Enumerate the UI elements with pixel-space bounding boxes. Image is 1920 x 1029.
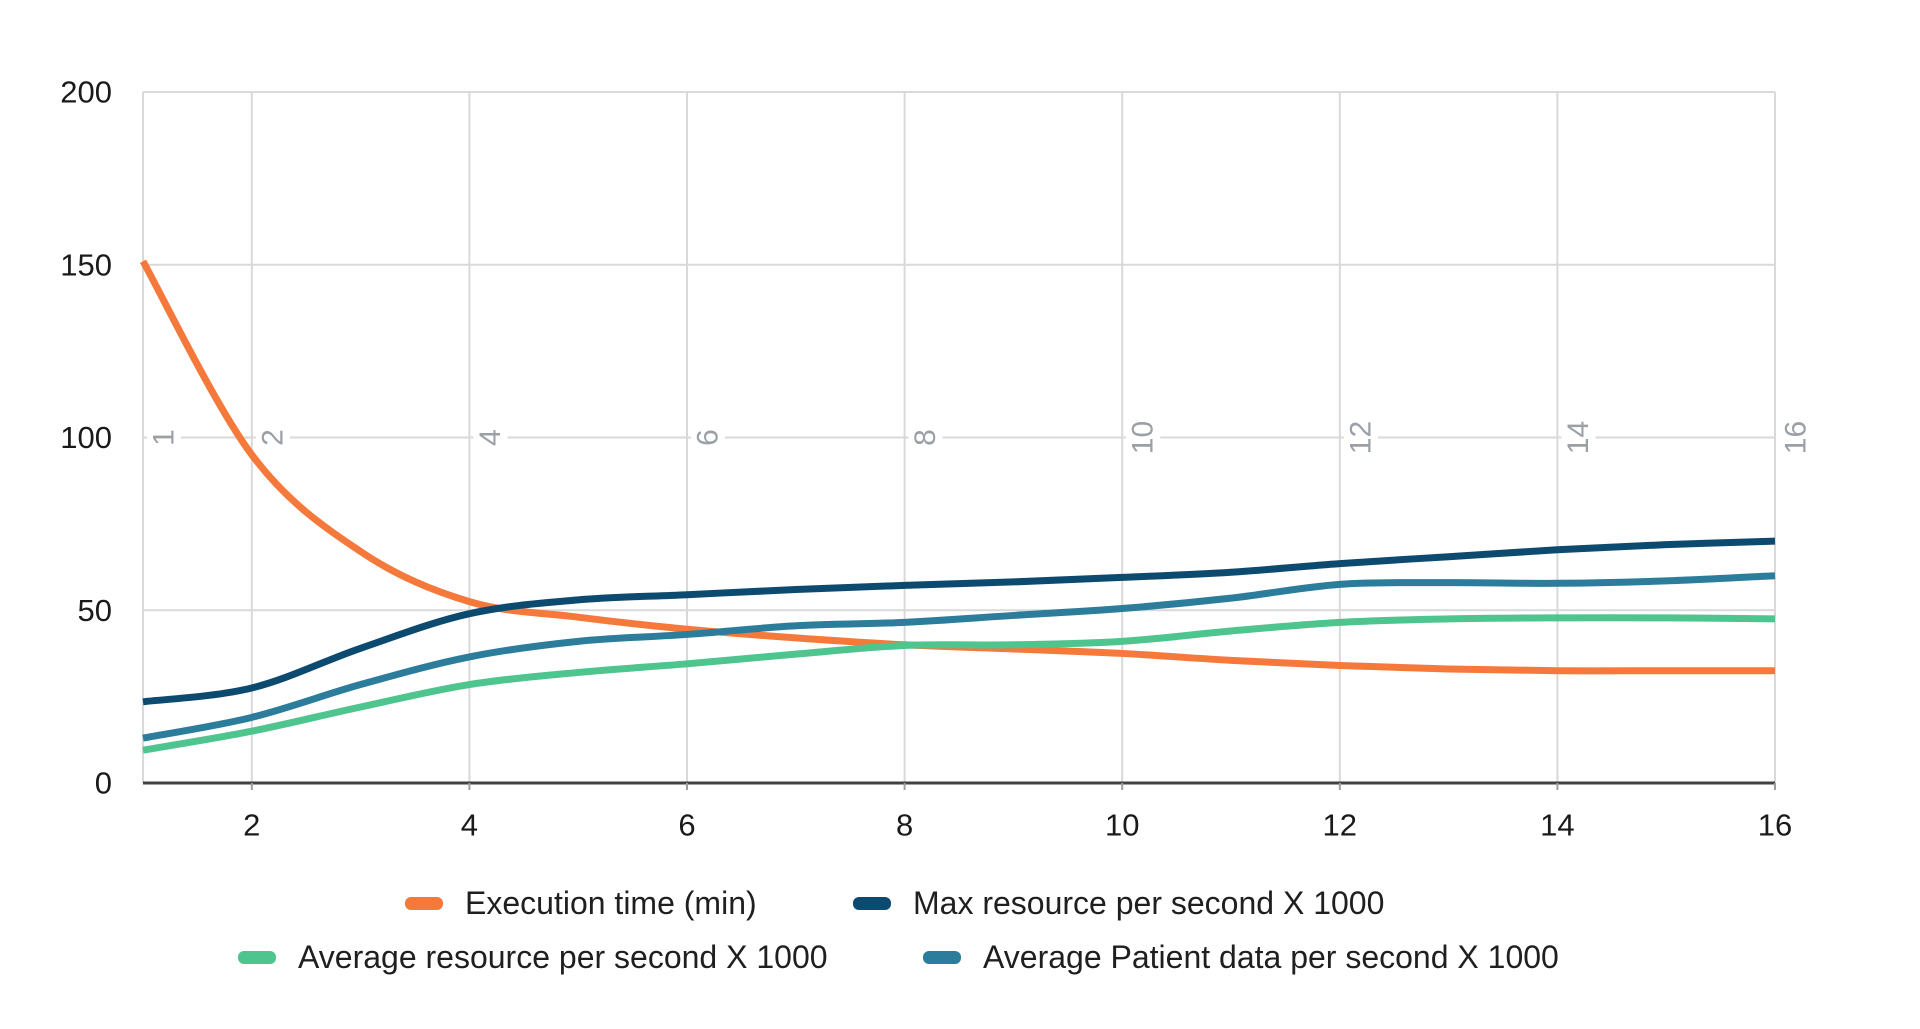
legend-label-average-patient-data: Average Patient data per second X 1000: [983, 939, 1559, 975]
x-axis-label: 4: [461, 808, 478, 843]
inner-x-label: 6: [692, 429, 725, 446]
inner-x-label: 12: [1344, 421, 1377, 454]
y-axis-label: 100: [60, 420, 112, 455]
inner-label-bg: [1561, 400, 1596, 475]
series-line-2: [142, 614, 1776, 754]
inner-x-label: 16: [1780, 421, 1813, 454]
x-axis-label: 6: [678, 808, 695, 843]
y-axis-label: 150: [60, 247, 112, 282]
series-line-3: [142, 572, 1776, 742]
x-axis-label: 16: [1758, 808, 1792, 843]
legend-swatch-average-resource: [238, 950, 276, 964]
legend-item-average-resource: Average resource per second X 1000: [238, 939, 828, 975]
inner-label-bg: [1779, 400, 1813, 475]
y-axis-label: 200: [60, 75, 112, 110]
legend-label-max-resource: Max resource per second X 1000: [913, 885, 1385, 921]
inner-x-label: 2: [256, 429, 289, 446]
legend-label-execution-time: Execution time (min): [465, 885, 757, 921]
x-axis-label: 8: [896, 808, 913, 843]
y-axis-label: 50: [78, 593, 112, 628]
x-axis-label: 12: [1323, 808, 1357, 843]
inner-label-bg: [1126, 400, 1161, 475]
legend-swatch-average-patient-data: [923, 950, 961, 964]
y-axis-label: 0: [95, 766, 112, 801]
x-axis-label: 14: [1540, 808, 1574, 843]
inner-x-label: 4: [474, 429, 507, 446]
inner-x-label: 8: [909, 429, 942, 446]
inner-x-label: 14: [1562, 421, 1595, 454]
inner-label-bg: [473, 412, 508, 463]
inner-x-label: 10: [1127, 421, 1160, 454]
inner-x-label: 1: [148, 429, 181, 446]
legend-swatch-max-resource: [853, 896, 891, 910]
inner-label-bg: [908, 412, 943, 463]
x-axis-label: 10: [1105, 808, 1139, 843]
legend-item-average-patient-data: Average Patient data per second X 1000: [923, 939, 1559, 975]
inner-label-bg: [1343, 400, 1378, 475]
inner-label-bg: [255, 412, 290, 463]
series-line-1: [142, 537, 1776, 706]
legend-item-execution-time: Execution time (min): [405, 885, 757, 921]
inner-label-bg: [147, 412, 181, 463]
inner-label-bg: [691, 412, 725, 463]
legend-swatch-execution-time: [405, 896, 443, 910]
x-axis-label: 2: [243, 808, 260, 843]
legend-item-max-resource: Max resource per second X 1000: [853, 885, 1385, 921]
legend-label-average-resource: Average resource per second X 1000: [298, 939, 828, 975]
